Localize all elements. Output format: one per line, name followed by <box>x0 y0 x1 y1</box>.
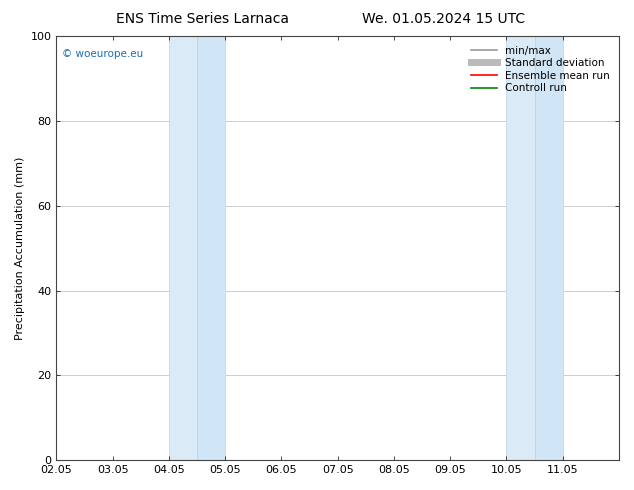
Legend: min/max, Standard deviation, Ensemble mean run, Controll run: min/max, Standard deviation, Ensemble me… <box>467 41 614 98</box>
Bar <box>169 36 197 460</box>
Text: ENS Time Series Larnaca: ENS Time Series Larnaca <box>117 12 289 26</box>
Text: © woeurope.eu: © woeurope.eu <box>62 49 143 59</box>
Y-axis label: Precipitation Accumulation (mm): Precipitation Accumulation (mm) <box>15 156 25 340</box>
Bar <box>197 36 225 460</box>
Bar <box>507 36 534 460</box>
Text: We. 01.05.2024 15 UTC: We. 01.05.2024 15 UTC <box>362 12 526 26</box>
Bar <box>534 36 563 460</box>
